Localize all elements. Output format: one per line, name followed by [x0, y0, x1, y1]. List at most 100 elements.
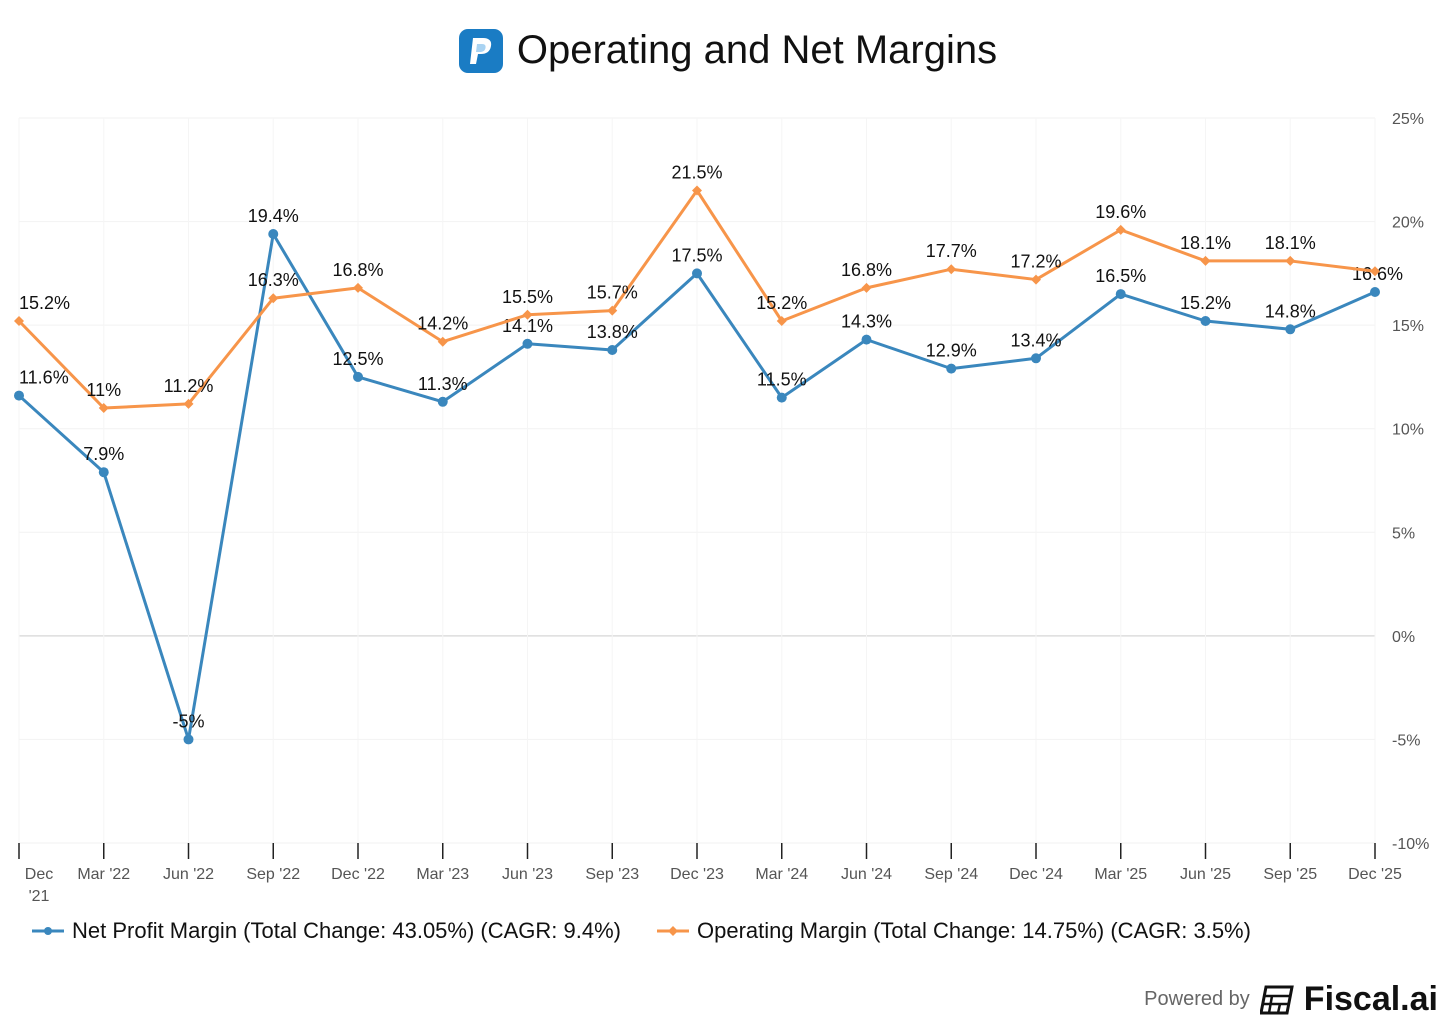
data-label-operating: 16.8% [332, 260, 383, 280]
data-label-net: 19.4% [248, 206, 299, 226]
data-point-operating [607, 305, 618, 316]
data-point-net [692, 268, 702, 279]
data-point-net [183, 734, 194, 745]
data-point-net [98, 467, 109, 478]
data-label-net: 11.3% [418, 374, 468, 394]
data-point-net [776, 392, 787, 403]
legend-marker-net [32, 927, 64, 935]
data-label-net: 13.8% [587, 322, 638, 342]
legend-item-net[interactable]: Net Profit Margin (Total Change: 43.05%)… [32, 918, 621, 944]
data-label-net: 14.8% [1265, 301, 1316, 321]
data-label-net: 13.4% [1010, 330, 1061, 350]
x-tick-label: Dec '25 [1348, 866, 1402, 883]
x-tick-label: Mar '25 [1094, 866, 1147, 883]
fiscal-logo-icon [1259, 985, 1294, 1014]
data-label-operating: 17.7% [926, 241, 977, 261]
data-label-net: 14.3% [841, 312, 892, 332]
chart-title-text: Operating and Net Margins [516, 28, 998, 72]
data-point-operating [437, 336, 448, 347]
data-point-operating [268, 293, 279, 304]
x-tick-label: Jun '22 [163, 866, 214, 883]
x-tick-label: Jun '23 [502, 866, 553, 883]
data-point-operating [98, 403, 109, 413]
data-point-net [607, 345, 618, 355]
data-point-net [861, 334, 872, 345]
x-tick-label: '21 [29, 888, 50, 905]
data-label-net: 16.5% [1095, 266, 1146, 286]
data-label-net: 14.1% [502, 316, 553, 336]
x-tick-label: Dec '23 [670, 866, 724, 883]
data-label-net: 12.9% [926, 341, 977, 361]
data-point-net [1370, 287, 1380, 297]
x-tick-label: Sep '22 [246, 866, 300, 883]
legend-marker-operating [657, 926, 690, 936]
y-tick-label: 5% [1392, 525, 1415, 542]
data-point-operating [353, 282, 363, 293]
x-tick-label: Sep '25 [1263, 866, 1317, 883]
x-tick-label: Jun '25 [1180, 866, 1231, 883]
x-tick-label: Mar '24 [755, 866, 808, 883]
chart-title: Operating and Net Margins [0, 28, 1456, 73]
legend: Net Profit Margin (Total Change: 43.05%)… [32, 918, 1251, 944]
data-point-operating [946, 264, 957, 275]
data-point-operating [692, 185, 702, 196]
footer: Powered by Fiscal.ai [1144, 980, 1438, 1019]
data-point-net [946, 363, 957, 374]
data-point-operating [776, 316, 787, 326]
y-tick-label: 0% [1392, 629, 1415, 646]
x-tick-label: Jun '24 [841, 866, 892, 883]
x-tick-label: Sep '23 [585, 866, 639, 883]
data-label-operating: 21.5% [671, 163, 722, 183]
legend-label-operating: Operating Margin (Total Change: 14.75%) … [697, 918, 1251, 943]
data-point-operating [522, 309, 533, 320]
x-tick-label: Mar '23 [416, 866, 469, 883]
data-label-operating: 11% [86, 380, 121, 400]
data-point-net [14, 390, 24, 401]
data-label-operating: 16.3% [248, 270, 299, 290]
y-tick-label: 15% [1392, 318, 1424, 335]
data-label-net: 12.5% [332, 349, 383, 369]
data-label-net: 17.5% [671, 245, 722, 265]
data-label-operating: 15.2% [19, 293, 70, 313]
data-point-net [1285, 324, 1296, 335]
data-label-operating: 15.5% [502, 287, 553, 307]
data-label-operating: 19.6% [1095, 202, 1146, 222]
legend-label-net: Net Profit Margin (Total Change: 43.05%)… [72, 918, 622, 943]
data-point-operating [14, 316, 24, 326]
data-label-net: 11.5% [757, 370, 807, 390]
data-label-operating: 17.2% [1010, 252, 1061, 272]
data-point-net [522, 338, 533, 349]
paypal-logo-icon [458, 28, 503, 73]
data-point-operating [1370, 266, 1380, 277]
y-tick-label: 10% [1392, 422, 1424, 439]
data-label-operating: 11.2% [164, 376, 214, 396]
data-label-net: -5% [172, 711, 204, 731]
data-label-operating: 18.1% [1265, 233, 1316, 253]
y-tick-label: 20% [1392, 215, 1424, 232]
data-label-net: 15.2% [1180, 293, 1231, 313]
x-tick-label: Dec '24 [1009, 866, 1063, 883]
data-point-net [1200, 316, 1211, 326]
data-label-operating: 15.7% [587, 283, 638, 303]
data-label-operating: 15.2% [756, 293, 807, 313]
data-label-net: 7.9% [83, 444, 124, 464]
legend-item-operating[interactable]: Operating Margin (Total Change: 14.75%) … [657, 918, 1251, 944]
data-label-operating: 18.1% [1180, 233, 1231, 253]
data-label-net: 16.6% [1352, 264, 1403, 284]
data-point-net [1115, 289, 1126, 300]
data-label-operating: 14.2% [417, 314, 468, 334]
data-point-net [437, 396, 448, 407]
data-label-operating: 16.8% [841, 260, 892, 280]
y-tick-label: 25% [1392, 111, 1424, 128]
brand-name: Fiscal.ai [1303, 980, 1438, 1018]
data-point-operating [861, 282, 872, 293]
y-tick-label: -10% [1392, 836, 1429, 853]
x-tick-label: Mar '22 [77, 866, 130, 883]
data-point-operating [1031, 274, 1041, 285]
data-point-operating [1115, 224, 1126, 235]
y-tick-label: -5% [1392, 732, 1420, 749]
data-point-operating [183, 398, 194, 409]
x-tick-label: Dec '22 [331, 866, 385, 883]
x-tick-label: Dec [25, 866, 53, 883]
data-point-net [1031, 353, 1041, 364]
